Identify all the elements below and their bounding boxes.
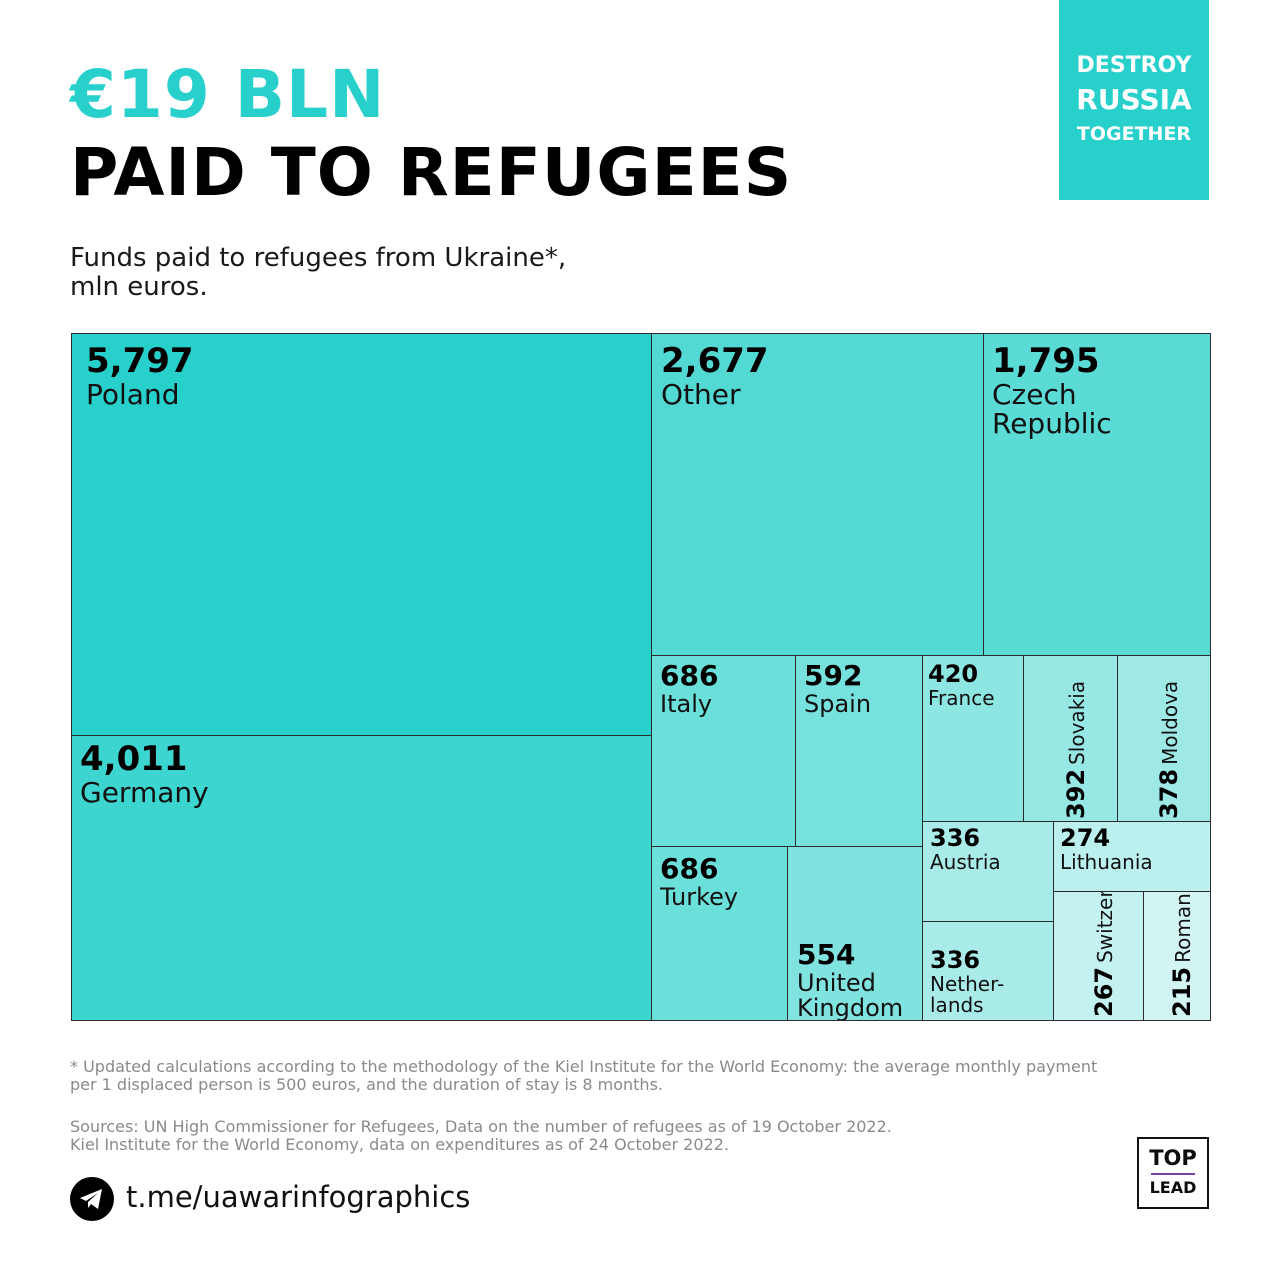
top-lead-logo: TOP LEAD [1137, 1137, 1209, 1209]
note-line-1: * Updated calculations according to the … [70, 1057, 1098, 1076]
tile-text-spain: 592 Spain [804, 662, 871, 717]
treemap-tile-switzerland: 267 Switzerland [1053, 891, 1145, 1021]
tile-label-italy: Italy [660, 690, 713, 718]
treemap-tile-lithuania: 274 Lithuania [1053, 821, 1211, 893]
tile-text-germany: 4,011 Germany [80, 742, 209, 807]
tile-text-netherlands: 336 Nether- lands [930, 948, 1004, 1016]
chart-subtitle: Funds paid to refugees from Ukraine*, ml… [70, 244, 670, 302]
headline-amount: €19 BLN [70, 56, 386, 133]
telegram-link[interactable]: t.me/uawarinfographics [126, 1180, 471, 1214]
tile-label-slovakia: Slovakia [1065, 680, 1089, 765]
treemap-tile-moldova: 378 Moldova [1117, 655, 1211, 823]
treemap-tile-italy: 686 Italy [651, 655, 797, 848]
tile-value-other: 2,677 [661, 341, 769, 381]
headline-title: PAID TO REFUGEES [70, 134, 793, 211]
tile-text-czech-republic: 1,795 Czech Republic [992, 344, 1112, 439]
tile-label-turkey: Turkey [660, 883, 739, 911]
slogan-badge: DESTROY RUSSIA TOGETHER [1059, 0, 1209, 200]
treemap-chart: 5,797 Poland 4,011 Germany 2,677 Other 1,795 Cz… [71, 333, 1211, 1021]
tile-value-slovakia: 392 [1062, 768, 1090, 819]
treemap-tile-netherlands: 336 Nether- lands [922, 921, 1055, 1021]
tile-rotated-label-romania: 215 Romania [1168, 891, 1196, 1017]
tile-value-romania: 215 [1168, 966, 1196, 1017]
tile-text-italy: 686 Italy [660, 662, 718, 717]
sources-note: Sources: UN High Commissioner for Refuge… [70, 1118, 1070, 1154]
sources-line-2: Kiel Institute for the World Economy, da… [70, 1135, 729, 1154]
logo-bottom-text: LEAD [1149, 1178, 1197, 1197]
tile-label-other: Other [661, 378, 741, 411]
note-line-2: per 1 displaced person is 500 euros, and… [70, 1075, 663, 1094]
tile-text-other: 2,677 Other [661, 344, 769, 409]
tile-label-moldova: Moldova [1158, 680, 1182, 765]
tile-value-italy: 686 [660, 659, 719, 692]
tile-label-romania: Romania [1171, 891, 1195, 963]
sources-line-1: Sources: UN High Commissioner for Refuge… [70, 1117, 892, 1136]
badge-line-1: DESTROY [1076, 53, 1192, 78]
tile-text-austria: 336 Austria [930, 826, 1001, 873]
tile-value-poland: 5,797 [86, 341, 194, 381]
tile-text-turkey: 686 Turkey [660, 855, 738, 910]
tile-rotated-label-switzerland: 267 Switzerland [1090, 891, 1118, 1017]
treemap-tile-france: 420 France [922, 655, 1025, 823]
tile-label-united-kingdom: United Kingdom [797, 969, 904, 1021]
tile-label-spain: Spain [804, 690, 872, 718]
tile-text-united-kingdom: 554 United Kingdom [797, 941, 903, 1021]
treemap-tile-romania: 215 Romania [1143, 891, 1211, 1021]
tile-text-france: 420 France [928, 662, 995, 709]
tile-label-czech-republic: Czech Republic [992, 378, 1112, 441]
tile-value-spain: 592 [804, 659, 863, 692]
badge-line-2: RUSSIA [1076, 83, 1192, 116]
treemap-tile-czech-republic: 1,795 Czech Republic [983, 333, 1211, 657]
tile-rotated-label-slovakia: 392 Slovakia [1062, 680, 1090, 819]
tile-value-austria: 336 [930, 824, 981, 852]
treemap-tile-austria: 336 Austria [922, 821, 1055, 923]
tile-text-lithuania: 274 Lithuania [1060, 826, 1153, 873]
logo-divider [1151, 1173, 1195, 1175]
tile-label-france: France [928, 686, 995, 710]
tile-label-germany: Germany [80, 776, 209, 809]
treemap-tile-united-kingdom: 554 United Kingdom [787, 846, 924, 1021]
badge-line-3: TOGETHER [1076, 123, 1192, 145]
tile-value-moldova: 378 [1155, 768, 1183, 819]
tile-rotated-label-moldova: 378 Moldova [1155, 680, 1183, 819]
tile-value-united-kingdom: 554 [797, 938, 856, 971]
tile-label-netherlands: Nether- lands [930, 972, 1005, 1017]
treemap-tile-germany: 4,011 Germany [71, 735, 653, 1021]
logo-top-text: TOP [1149, 1146, 1197, 1170]
treemap-tile-slovakia: 392 Slovakia [1023, 655, 1119, 823]
tile-label-switzerland: Switzerland [1093, 891, 1117, 963]
treemap-tile-poland: 5,797 Poland [71, 333, 653, 737]
methodology-note: * Updated calculations according to the … [70, 1058, 1170, 1094]
treemap-tile-spain: 592 Spain [795, 655, 924, 848]
telegram-icon[interactable] [70, 1177, 114, 1221]
treemap-tile-turkey: 686 Turkey [651, 846, 789, 1021]
tile-value-netherlands: 336 [930, 946, 981, 974]
tile-value-switzerland: 267 [1090, 966, 1118, 1017]
subtitle-line-2: mln euros. [70, 272, 208, 302]
tile-label-poland: Poland [86, 378, 180, 411]
tile-value-czech-republic: 1,795 [992, 341, 1100, 381]
tile-label-austria: Austria [930, 850, 1001, 874]
treemap-tile-other: 2,677 Other [651, 333, 985, 657]
tile-value-lithuania: 274 [1060, 824, 1111, 852]
subtitle-line-1: Funds paid to refugees from Ukraine*, [70, 243, 567, 273]
tile-value-germany: 4,011 [80, 739, 188, 779]
tile-value-france: 420 [928, 660, 979, 688]
tile-text-poland: 5,797 Poland [86, 344, 194, 409]
tile-label-lithuania: Lithuania [1060, 850, 1153, 874]
tile-value-turkey: 686 [660, 852, 719, 885]
